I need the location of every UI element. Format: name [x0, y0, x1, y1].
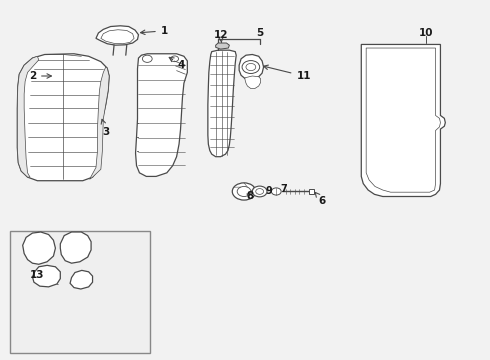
Polygon shape: [245, 76, 261, 89]
Polygon shape: [23, 232, 55, 264]
Circle shape: [242, 60, 260, 73]
Circle shape: [252, 186, 267, 197]
Circle shape: [237, 186, 251, 197]
Text: 2: 2: [29, 71, 51, 81]
Polygon shape: [309, 189, 315, 194]
Polygon shape: [239, 54, 264, 80]
Text: 7: 7: [281, 184, 288, 194]
Polygon shape: [208, 50, 236, 157]
Polygon shape: [70, 270, 93, 289]
Circle shape: [143, 55, 152, 62]
Polygon shape: [216, 43, 229, 49]
Circle shape: [246, 63, 256, 71]
Polygon shape: [96, 26, 139, 45]
Polygon shape: [60, 232, 91, 263]
Text: 9: 9: [265, 186, 272, 197]
Circle shape: [74, 70, 81, 75]
Text: 1: 1: [141, 26, 168, 36]
Polygon shape: [361, 44, 445, 197]
Bar: [10, 231, 150, 353]
Text: 12: 12: [213, 30, 228, 42]
Text: 6: 6: [315, 192, 326, 206]
Text: 8: 8: [246, 191, 253, 201]
Circle shape: [256, 189, 264, 194]
Polygon shape: [90, 67, 109, 179]
Text: 5: 5: [256, 28, 263, 38]
Text: 11: 11: [264, 65, 311, 81]
Text: 3: 3: [101, 119, 109, 136]
Circle shape: [63, 63, 70, 68]
Circle shape: [171, 56, 178, 62]
Circle shape: [271, 188, 281, 195]
Polygon shape: [136, 54, 187, 176]
Polygon shape: [17, 56, 39, 177]
Polygon shape: [32, 265, 60, 287]
Text: 13: 13: [30, 270, 45, 280]
Text: 4: 4: [169, 57, 185, 70]
Text: 10: 10: [418, 28, 433, 38]
Circle shape: [232, 183, 256, 200]
Polygon shape: [101, 30, 134, 44]
Polygon shape: [17, 54, 109, 181]
